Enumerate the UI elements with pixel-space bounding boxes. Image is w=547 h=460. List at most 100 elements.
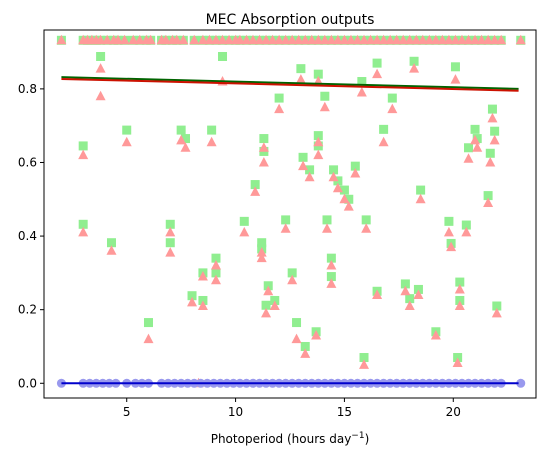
data-point-triangle [404, 34, 415, 45]
data-point-triangle [463, 153, 474, 163]
data-point-triangle [239, 226, 250, 237]
data-point-triangle [274, 34, 285, 45]
data-point-square [409, 56, 419, 66]
data-point-triangle [78, 149, 89, 160]
data-point-triangle [443, 226, 454, 237]
data-point-triangle [424, 34, 435, 45]
data-point-square [361, 215, 371, 225]
data-point-square [455, 295, 465, 305]
data-point-triangle [326, 278, 337, 288]
data-point-triangle [372, 34, 383, 45]
data-point-triangle [295, 74, 306, 84]
data-point-square [313, 69, 323, 79]
data-point-triangle [291, 333, 302, 344]
data-point-triangle [350, 168, 361, 178]
x-axis-label-exponent: −1 [351, 431, 364, 441]
data-point-triangle [287, 34, 298, 45]
chart-title: MEC Absorption outputs [206, 12, 375, 28]
data-point-square [492, 301, 502, 311]
data-point-triangle [339, 34, 350, 45]
data-point-triangle [210, 274, 221, 285]
data-point-triangle [356, 87, 367, 97]
data-point-square [165, 219, 175, 229]
data-point-triangle [378, 34, 389, 45]
data-point-triangle [106, 245, 117, 255]
data-point-triangle [206, 136, 217, 147]
data-point-triangle [113, 34, 124, 45]
x-tick-label: 10 [228, 405, 243, 419]
data-point-triangle [261, 34, 272, 45]
data-point-triangle [387, 103, 398, 114]
data-point-triangle [496, 34, 507, 45]
data-point-triangle [134, 34, 145, 45]
data-point-square [207, 125, 217, 135]
plot-frame [43, 29, 537, 399]
data-point-triangle [311, 329, 322, 340]
data-point-triangle [280, 223, 291, 233]
data-point-square [320, 91, 330, 101]
data-point-square [296, 64, 306, 74]
data-point-triangle [430, 329, 441, 340]
data-point-triangle [197, 300, 208, 310]
data-point-triangle [491, 307, 502, 318]
data-point-square [453, 353, 463, 363]
data-point-triangle [287, 274, 298, 285]
data-point-square [485, 148, 495, 158]
data-point-triangle [210, 260, 221, 270]
data-point-triangle [515, 34, 526, 45]
data-point-square [339, 185, 349, 195]
data-point-triangle [332, 182, 343, 193]
data-point-square [292, 318, 302, 328]
data-point-triangle [345, 34, 356, 45]
data-point-triangle [452, 357, 463, 368]
data-point-triangle [298, 160, 309, 171]
data-point-triangle [391, 34, 402, 45]
data-point-square [450, 62, 460, 72]
data-point-triangle [352, 34, 363, 45]
data-point-square [455, 277, 465, 287]
data-point-triangle [413, 289, 424, 299]
data-point-triangle [378, 136, 389, 147]
data-point-triangle [187, 296, 198, 307]
data-point-triangle [437, 34, 448, 45]
data-point-square [444, 216, 454, 226]
y-tick-label: 0.8 [18, 82, 37, 96]
data-point-triangle [483, 197, 494, 207]
x-tick-label: 20 [446, 405, 461, 419]
data-point-triangle [241, 34, 252, 45]
data-point-square [143, 318, 153, 328]
data-point-triangle [247, 34, 258, 45]
data-point-triangle [95, 63, 106, 73]
x-axis-label-end: ) [365, 432, 370, 446]
data-point-triangle [300, 348, 311, 358]
data-point-triangle [319, 101, 330, 112]
data-point-triangle [430, 34, 441, 45]
data-point-triangle [234, 34, 245, 45]
data-point-triangle [293, 34, 304, 45]
data-point-square [487, 104, 497, 114]
data-point-circle [56, 378, 66, 388]
data-point-triangle [274, 103, 285, 114]
data-point-triangle [197, 34, 208, 45]
data-point-square [78, 219, 88, 229]
data-point-square [387, 93, 397, 103]
data-point-triangle [267, 34, 278, 45]
data-point-triangle [254, 34, 265, 45]
data-point-triangle [180, 142, 191, 152]
data-point-triangle [472, 142, 483, 152]
x-tick-label: 5 [123, 405, 131, 419]
data-point-square [464, 143, 474, 153]
data-point-triangle [417, 34, 428, 45]
data-point-triangle [489, 134, 500, 145]
data-point-square [257, 238, 267, 248]
data-point-triangle [263, 285, 274, 296]
data-point-square [250, 180, 260, 190]
data-point-square [483, 191, 493, 201]
data-point-square [263, 281, 273, 291]
data-point-square [470, 124, 480, 134]
data-point-triangle [483, 34, 494, 45]
data-point-square [96, 51, 106, 61]
data-point-square [329, 165, 339, 175]
data-point-triangle [261, 307, 272, 318]
axis-ticks: 5 10 15 20 0.0 0.2 0.4 0.6 0.8 [18, 82, 461, 419]
